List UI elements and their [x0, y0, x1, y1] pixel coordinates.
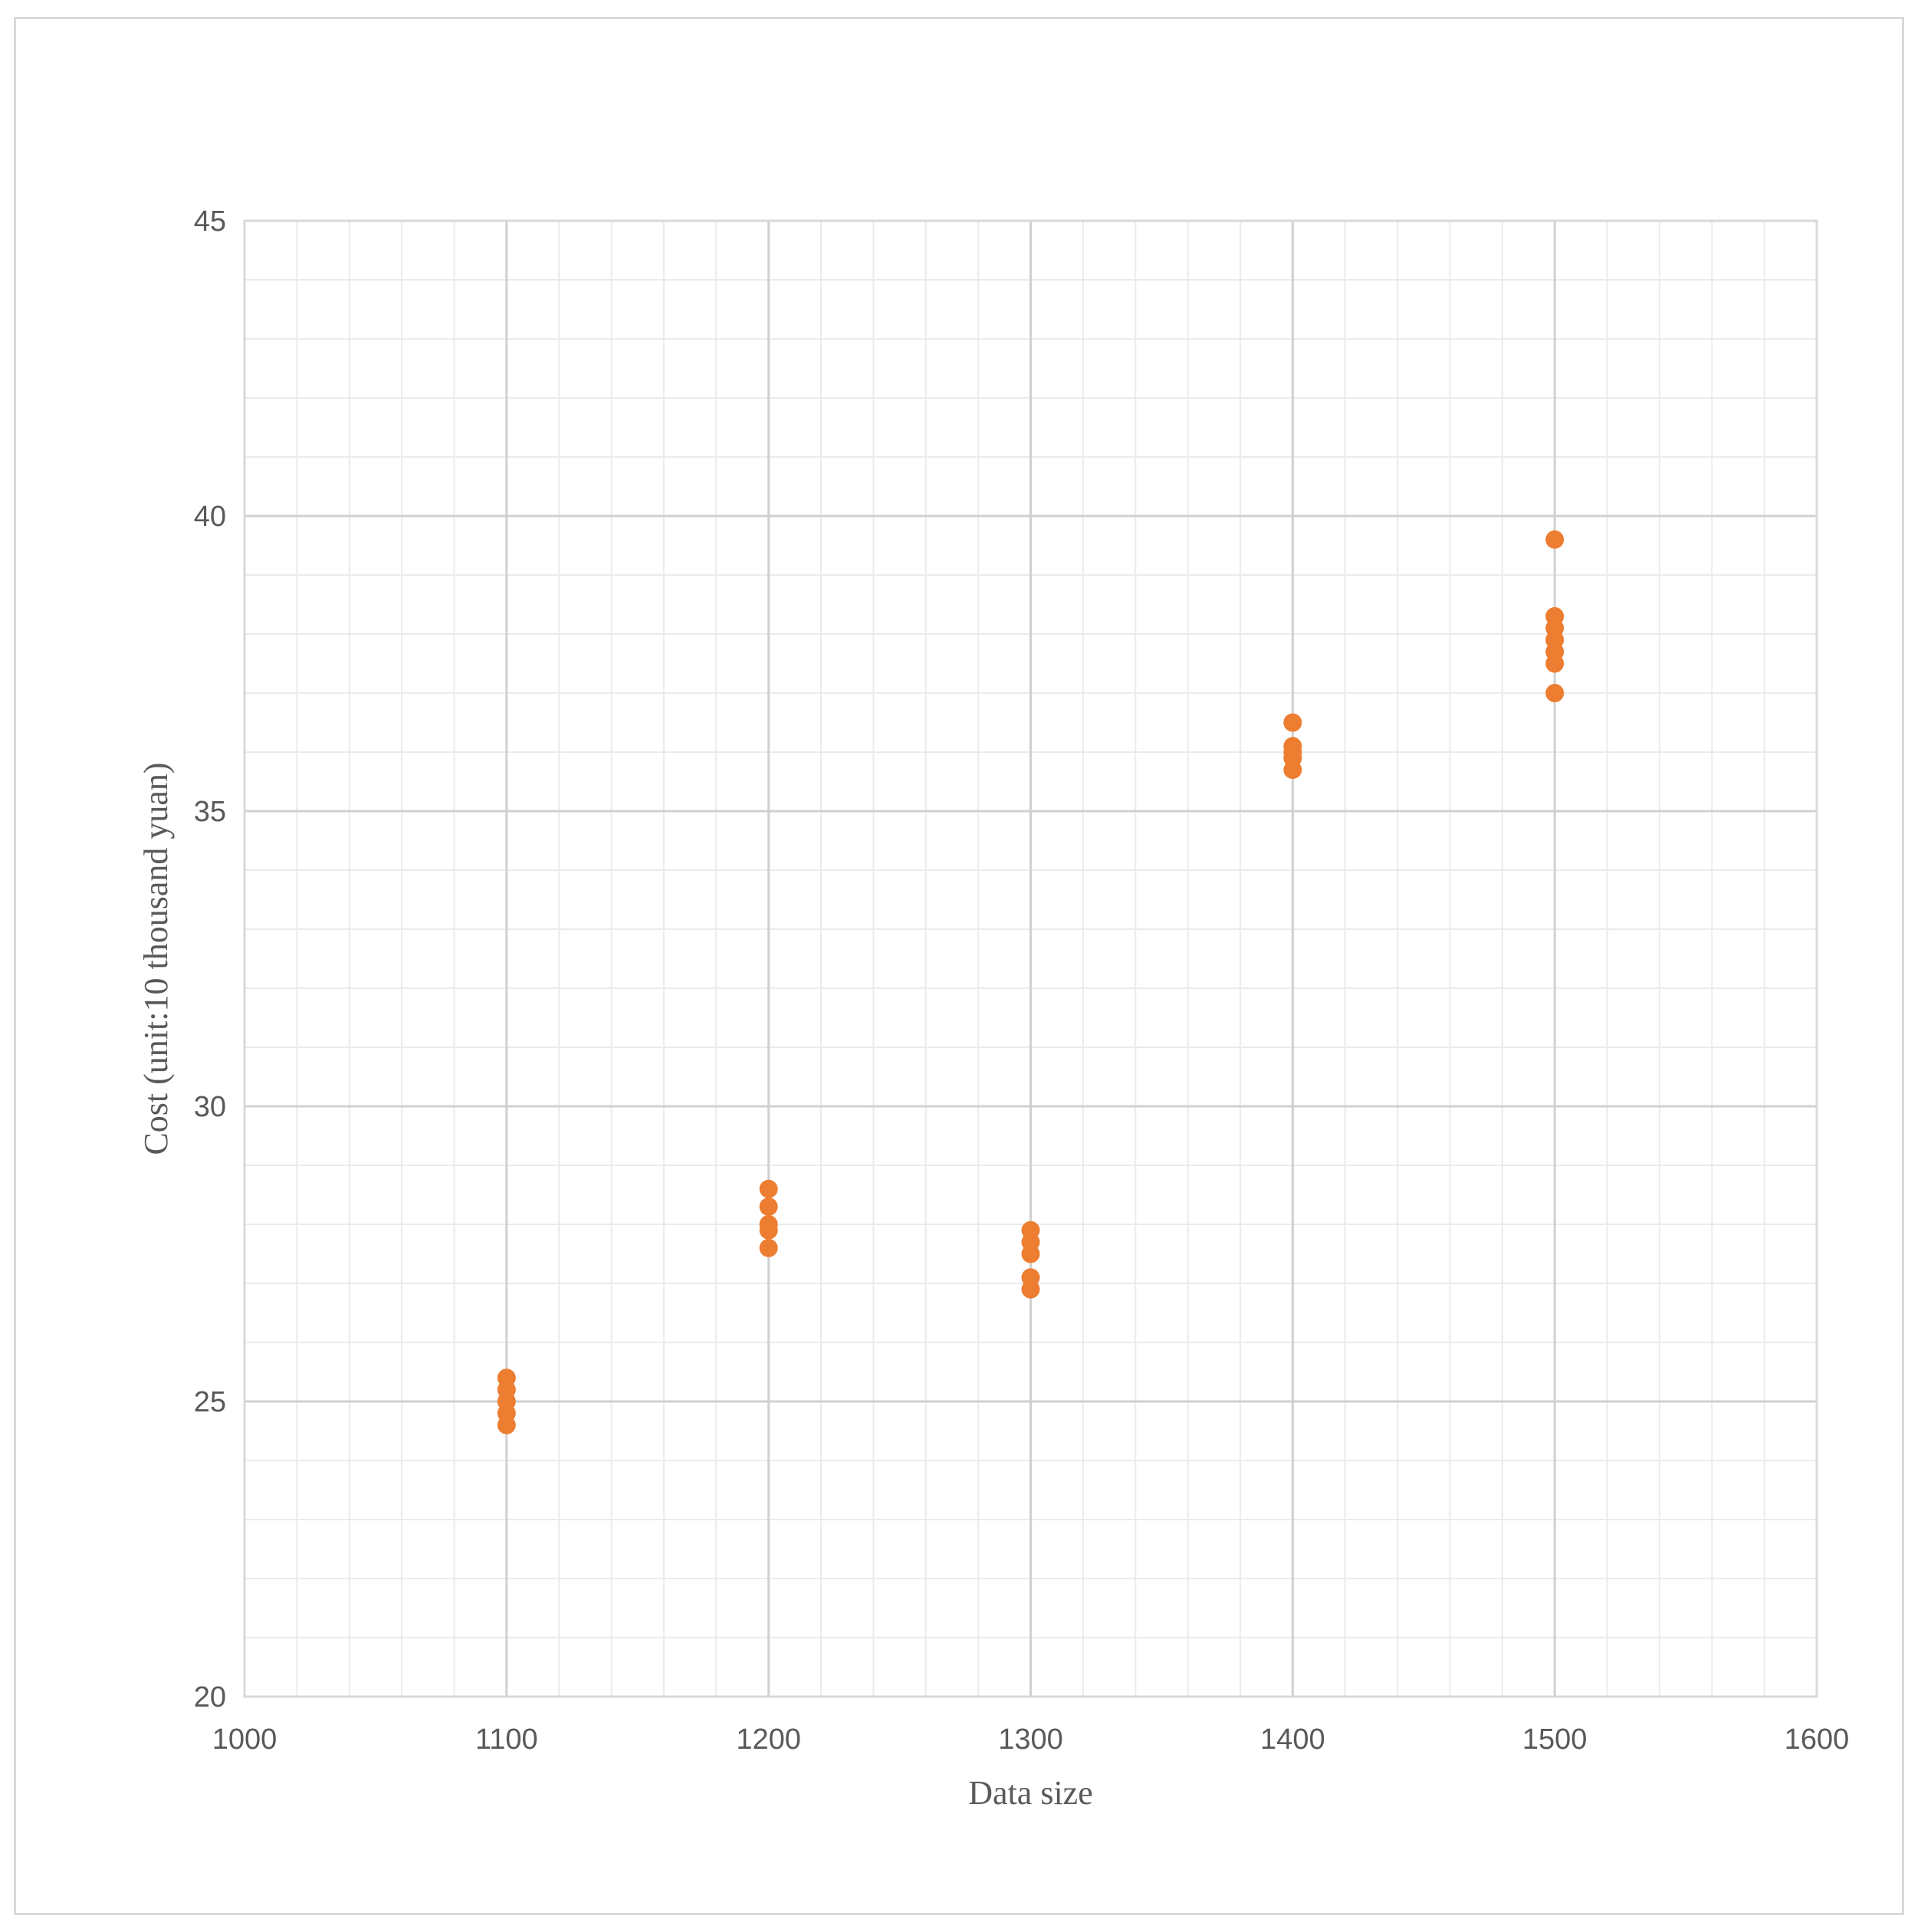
y-axis-title: Cost (unit:10 thousand yuan) — [137, 762, 175, 1155]
x-tick-label: 1100 — [475, 1723, 538, 1756]
data-point — [759, 1238, 778, 1257]
x-tick-label: 1300 — [998, 1723, 1063, 1756]
y-tick-label: 30 — [194, 1091, 226, 1123]
chart-frame — [14, 17, 1904, 1915]
y-tick-label: 35 — [194, 796, 226, 828]
data-point — [759, 1197, 778, 1216]
data-point — [497, 1368, 516, 1388]
data-point — [759, 1179, 778, 1198]
data-point — [759, 1215, 778, 1234]
y-tick-label: 20 — [194, 1681, 226, 1714]
data-point — [1545, 530, 1565, 549]
x-tick-label: 1600 — [1785, 1723, 1850, 1756]
x-tick-label: 1500 — [1522, 1723, 1588, 1756]
data-point — [1021, 1221, 1040, 1240]
x-tick-label: 1200 — [736, 1723, 801, 1756]
y-axis-tick-labels: 20 25 30 35 40 45 — [194, 205, 226, 1714]
data-points — [497, 530, 1565, 1434]
data-point — [1283, 737, 1302, 756]
data-point — [1545, 606, 1565, 626]
x-tick-label: 1400 — [1260, 1723, 1325, 1756]
y-tick-label: 25 — [194, 1386, 226, 1418]
x-tick-label: 1000 — [212, 1723, 277, 1756]
x-axis-title: Data size — [968, 1774, 1092, 1812]
data-point — [1283, 713, 1302, 732]
y-tick-label: 40 — [194, 501, 226, 533]
major-gridlines — [243, 219, 1818, 1698]
y-tick-label: 45 — [194, 205, 226, 238]
plot-area-border — [243, 219, 1818, 1698]
data-point — [1545, 684, 1565, 702]
data-point — [1021, 1268, 1040, 1287]
x-axis-tick-labels: 1000 1100 1200 1300 1400 1500 1600 — [212, 1723, 1850, 1756]
